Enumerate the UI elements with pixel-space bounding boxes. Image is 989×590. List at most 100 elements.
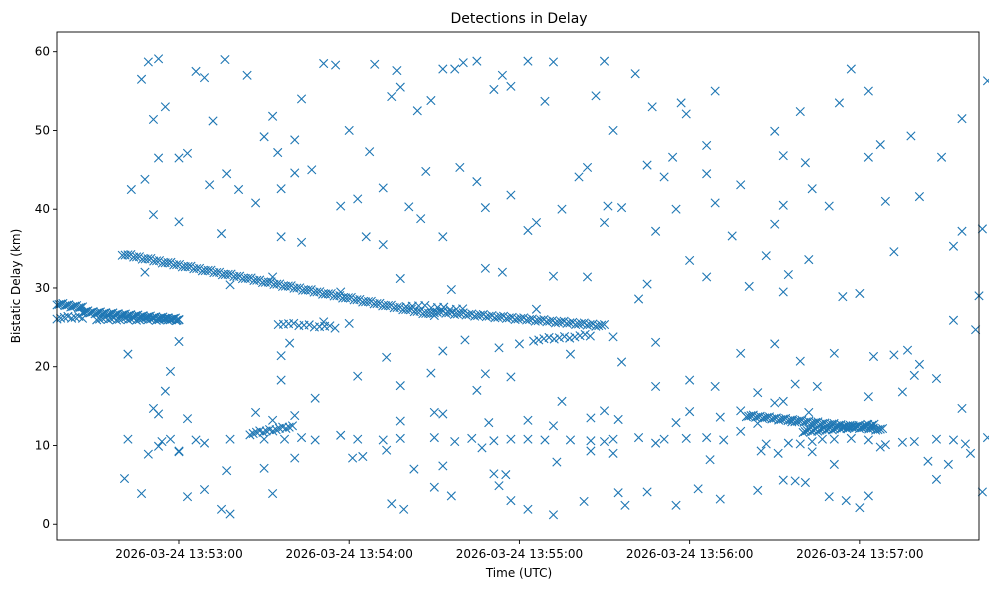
data-point <box>106 314 116 324</box>
data-point <box>531 218 542 228</box>
data-point <box>171 316 181 326</box>
data-point <box>936 152 947 162</box>
data-point <box>287 421 298 431</box>
data-point <box>319 317 329 327</box>
data-point <box>75 302 86 312</box>
data-point <box>506 190 516 200</box>
data-point <box>268 272 278 282</box>
data-point <box>736 406 746 416</box>
data-point <box>480 203 490 213</box>
data-point <box>273 147 283 158</box>
data-point <box>97 313 107 323</box>
data-point <box>880 440 890 450</box>
data-point <box>489 469 499 479</box>
data-point <box>651 226 661 236</box>
data-point <box>220 54 230 65</box>
data-point <box>540 96 550 106</box>
data-point <box>151 315 161 326</box>
data-point <box>323 289 333 299</box>
data-point <box>455 162 465 173</box>
data-point <box>783 269 793 280</box>
data-point <box>243 273 253 283</box>
data-point <box>467 433 477 443</box>
data-point <box>501 313 512 323</box>
data-point <box>824 201 834 211</box>
data-point <box>222 466 232 476</box>
data-point <box>344 125 354 136</box>
data-point <box>174 153 184 163</box>
data-point <box>556 317 566 327</box>
data-point <box>438 64 448 74</box>
data-point <box>283 281 293 291</box>
data-point <box>863 435 873 445</box>
data-point <box>506 81 516 91</box>
data-point <box>363 296 374 307</box>
data-point <box>383 300 394 311</box>
data-point <box>668 152 678 162</box>
data-point <box>880 196 890 206</box>
data-point <box>233 184 244 195</box>
data-point <box>284 422 294 432</box>
data-point <box>378 435 388 445</box>
data-point <box>420 300 430 311</box>
data-point <box>208 116 218 126</box>
y-tick-label: 0 <box>42 517 50 531</box>
data-point <box>92 315 102 325</box>
data-point <box>702 169 712 179</box>
data-point <box>460 335 470 345</box>
data-point <box>387 499 397 509</box>
x-tick-label: 2026-03-24 13:54:00 <box>285 547 412 561</box>
data-point <box>387 91 397 102</box>
data-point <box>914 359 925 369</box>
data-point <box>838 292 848 302</box>
data-point <box>790 379 800 389</box>
data-point <box>163 315 173 325</box>
data-point <box>438 232 448 242</box>
data-point <box>163 258 173 268</box>
data-point <box>552 457 562 467</box>
data-point <box>770 126 780 136</box>
data-point <box>395 82 405 92</box>
data-point <box>450 436 460 447</box>
data-point <box>550 318 561 328</box>
data-point <box>477 443 487 453</box>
data-point <box>146 314 156 324</box>
data-point <box>545 316 555 326</box>
data-point <box>281 423 291 434</box>
data-point <box>715 412 725 422</box>
data-point <box>685 255 695 265</box>
data-point <box>157 314 167 324</box>
data-point <box>378 240 388 250</box>
data-point <box>153 441 164 451</box>
data-point <box>710 86 720 96</box>
data-point <box>608 434 618 444</box>
data-point <box>497 70 507 80</box>
data-point <box>416 214 426 224</box>
data-point <box>834 98 845 108</box>
data-point <box>250 407 261 417</box>
data-point <box>123 315 133 325</box>
data-point <box>812 381 822 392</box>
data-point <box>310 435 320 445</box>
data-point <box>493 312 503 322</box>
data-point <box>429 308 439 318</box>
data-point <box>140 267 150 277</box>
data-point <box>770 398 780 408</box>
data-point <box>620 500 630 510</box>
data-point <box>591 91 601 101</box>
data-point <box>778 396 788 406</box>
data-point <box>352 295 362 305</box>
data-point <box>565 435 576 445</box>
data-point <box>633 433 644 443</box>
data-point <box>565 318 575 328</box>
data-point <box>576 318 587 329</box>
data-point <box>778 200 788 210</box>
data-point <box>489 436 499 446</box>
data-point <box>119 473 130 484</box>
plot-area <box>52 31 989 541</box>
data-point <box>770 339 780 349</box>
data-point <box>409 464 419 474</box>
data-point <box>829 348 839 358</box>
data-point <box>875 140 885 150</box>
data-point <box>232 271 242 281</box>
